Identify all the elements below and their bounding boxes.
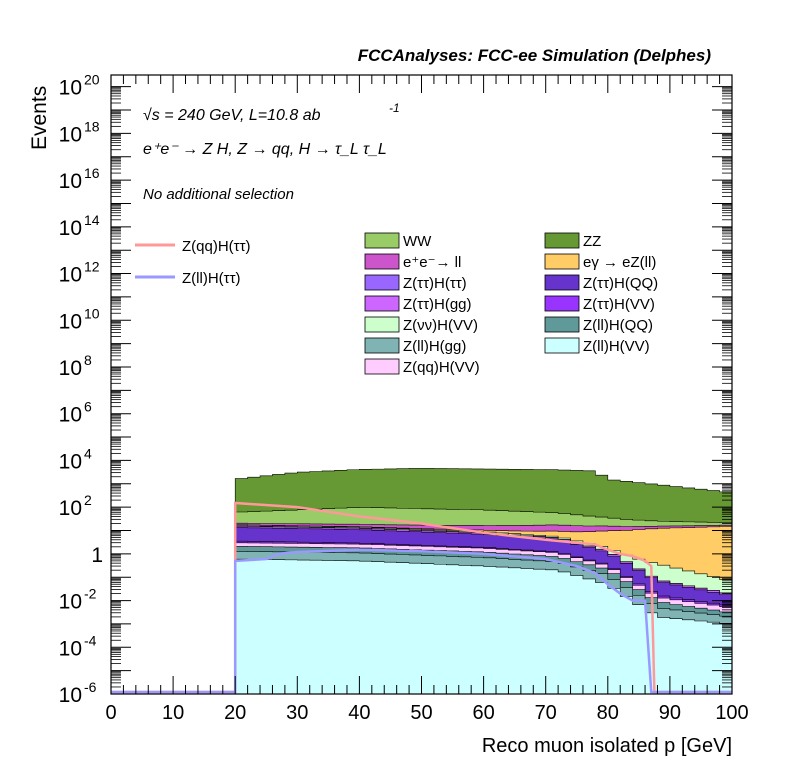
y-tick-label: 10 bbox=[59, 217, 82, 240]
legend-label: Z(νν)H(VV) bbox=[403, 317, 478, 334]
legend-swatch bbox=[544, 337, 580, 354]
y-tick-label: 10 bbox=[59, 637, 82, 660]
legend-label: Z(ll)H(VV) bbox=[583, 338, 650, 355]
x-tick-label: 60 bbox=[472, 702, 494, 724]
y-tick-label: 10 bbox=[59, 497, 82, 520]
x-axis: 0 10 20 30 40 50 60 70 80 90 100 bbox=[105, 75, 749, 724]
x-tick-label: 0 bbox=[105, 702, 116, 724]
chart-title: FCCAnalyses: FCC-ee Simulation (Delphes) bbox=[358, 46, 712, 65]
legend-swatch bbox=[364, 295, 400, 312]
y-tick-exponent: 14 bbox=[84, 212, 100, 228]
legend-swatch bbox=[364, 337, 400, 354]
y-tick-exponent: 16 bbox=[84, 165, 100, 181]
signal-legend-label: Z(qq)H(ττ) bbox=[182, 238, 251, 255]
y-tick-label: 10 bbox=[59, 310, 82, 333]
stack-layers bbox=[234, 468, 733, 695]
y-tick-exponent: 8 bbox=[84, 352, 92, 368]
legend-label: eγ → eZ(ll) bbox=[583, 254, 656, 271]
x-tick-label: 50 bbox=[410, 702, 432, 724]
y-tick-label: 1 bbox=[91, 544, 103, 567]
legend-label: Z(ll)H(gg) bbox=[403, 338, 466, 355]
y-tick-exponent: -2 bbox=[84, 586, 97, 602]
y-tick-exponent: 2 bbox=[84, 492, 92, 508]
legend: WW ZZ e⁺e⁻→ ll eγ → eZ(ll) Z(ττ)H(ττ) Z(ττ)H(… bbox=[364, 232, 658, 376]
legend-label: Z(ττ)H(VV) bbox=[583, 296, 655, 313]
legend-swatch bbox=[544, 232, 580, 249]
legend-label: Z(ττ)H(ττ) bbox=[403, 275, 467, 292]
stack-z-ll-h-vv- bbox=[234, 558, 733, 695]
x-tick-label: 20 bbox=[224, 702, 246, 724]
energy-annotation-exponent: -1 bbox=[389, 101, 400, 115]
y-tick-label: 10 bbox=[59, 591, 82, 614]
x-tick-label: 80 bbox=[597, 702, 619, 724]
legend-swatch bbox=[544, 253, 580, 270]
y-tick-label: 10 bbox=[59, 170, 82, 193]
legend-swatch bbox=[364, 274, 400, 291]
y-tick-exponent: 18 bbox=[84, 118, 100, 134]
x-tick-label: 70 bbox=[535, 702, 557, 724]
energy-annotation: √s = 240 GeV, L=10.8 ab bbox=[143, 107, 321, 124]
x-tick-label: 10 bbox=[162, 702, 184, 724]
y-tick-exponent: 20 bbox=[84, 72, 100, 88]
x-tick-label: 30 bbox=[286, 702, 308, 724]
process-annotation: e⁺e⁻ → Z H, Z → qq, H → τ_L τ_L bbox=[143, 141, 387, 158]
y-tick-label: 10 bbox=[59, 77, 82, 100]
legend-swatch bbox=[544, 316, 580, 333]
legend-label: WW bbox=[403, 233, 432, 250]
legend-label: e⁺e⁻→ ll bbox=[403, 254, 461, 271]
x-tick-label: 90 bbox=[659, 702, 681, 724]
y-tick-exponent: 6 bbox=[84, 399, 92, 415]
y-tick-exponent: -4 bbox=[84, 632, 97, 648]
signal-legend: Z(qq)H(ττ) Z(ll)H(ττ) bbox=[135, 238, 251, 287]
x-axis-label: Reco muon isolated p [GeV] bbox=[482, 735, 732, 757]
legend-swatch bbox=[364, 232, 400, 249]
legend-label: Z(qq)H(VV) bbox=[403, 359, 480, 376]
signal-line-1 bbox=[111, 548, 732, 694]
signal-legend-label: Z(ll)H(ττ) bbox=[182, 270, 241, 287]
x-tick-label: 100 bbox=[715, 702, 748, 724]
legend-label: Z(ττ)H(gg) bbox=[403, 296, 472, 313]
signal-line-0 bbox=[111, 501, 732, 694]
legend-swatch bbox=[544, 274, 580, 291]
y-tick-label: 10 bbox=[59, 357, 82, 380]
legend-swatch bbox=[364, 358, 400, 375]
y-tick-label: 10 bbox=[59, 123, 82, 146]
legend-label: Z(ττ)H(QQ) bbox=[583, 275, 658, 292]
y-tick-exponent: 12 bbox=[84, 259, 100, 275]
y-tick-exponent: 4 bbox=[84, 445, 92, 461]
legend-swatch bbox=[364, 253, 400, 270]
signal-lines bbox=[111, 501, 732, 694]
y-tick-label: 10 bbox=[59, 450, 82, 473]
legend-label: ZZ bbox=[583, 233, 601, 250]
y-tick-label: 10 bbox=[59, 404, 82, 427]
y-tick-exponent: 10 bbox=[84, 305, 100, 321]
legend-swatch bbox=[544, 295, 580, 312]
y-tick-label: 10 bbox=[59, 264, 82, 287]
legend-label: Z(ll)H(QQ) bbox=[583, 317, 653, 334]
x-tick-label: 40 bbox=[348, 702, 370, 724]
y-axis-label: Events bbox=[28, 86, 51, 150]
legend-swatch bbox=[364, 316, 400, 333]
y-tick-exponent: -6 bbox=[84, 679, 97, 695]
selection-annotation: No additional selection bbox=[143, 186, 294, 203]
y-tick-label: 10 bbox=[59, 684, 82, 707]
